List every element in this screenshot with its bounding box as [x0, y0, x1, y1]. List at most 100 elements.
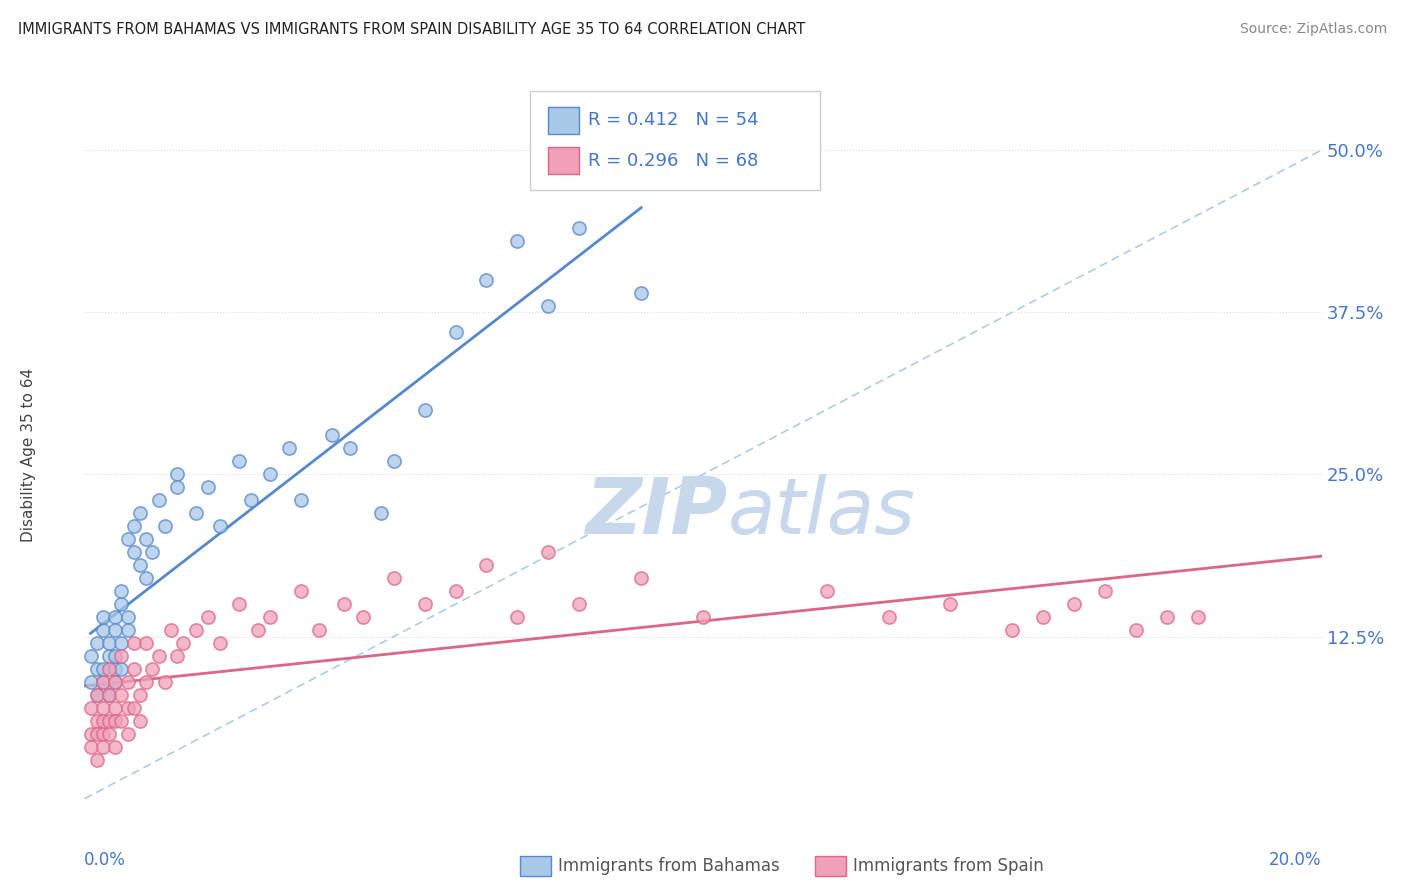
Point [86, 662, 108, 676]
Point [110, 714, 132, 728]
Point [537, 545, 560, 559]
Point [79, 739, 101, 754]
Point [1156, 610, 1178, 624]
Point [135, 675, 157, 690]
Point [630, 285, 652, 300]
Point [104, 701, 127, 715]
Point [104, 739, 127, 754]
Point [197, 610, 219, 624]
Point [141, 662, 163, 676]
Point [290, 584, 312, 599]
Point [86, 688, 108, 702]
Point [104, 675, 127, 690]
Point [91, 675, 114, 690]
Point [110, 636, 132, 650]
Point [122, 662, 145, 676]
Point [209, 519, 232, 533]
Point [104, 714, 127, 728]
Point [692, 610, 714, 624]
Point [79, 727, 101, 741]
Point [1094, 584, 1116, 599]
Point [153, 519, 176, 533]
Point [122, 636, 145, 650]
Point [122, 519, 145, 533]
Point [117, 610, 139, 624]
Point [339, 442, 361, 456]
Point [321, 428, 343, 442]
Point [1001, 623, 1024, 637]
Point [129, 506, 152, 520]
Point [86, 753, 108, 767]
Point [166, 467, 188, 482]
Point [135, 636, 157, 650]
Point [86, 714, 108, 728]
Point [413, 597, 436, 611]
Point [122, 545, 145, 559]
Point [352, 610, 374, 624]
Point [104, 675, 127, 690]
Point [91, 714, 114, 728]
Point [184, 623, 207, 637]
Point [290, 493, 312, 508]
Point [129, 558, 152, 573]
Point [630, 571, 652, 585]
Point [1032, 610, 1054, 624]
Point [91, 623, 114, 637]
Point [98, 648, 121, 663]
Point [148, 648, 170, 663]
Point [475, 558, 498, 573]
Point [129, 688, 152, 702]
Point [110, 584, 132, 599]
Point [141, 545, 163, 559]
Point [86, 688, 108, 702]
Text: 0.0%: 0.0% [84, 851, 127, 869]
Point [444, 584, 467, 599]
Point [444, 325, 467, 339]
Point [86, 727, 108, 741]
Text: Source: ZipAtlas.com: Source: ZipAtlas.com [1240, 22, 1388, 37]
Point [877, 610, 900, 624]
Point [370, 506, 392, 520]
Point [537, 299, 560, 313]
Point [382, 571, 405, 585]
Point [117, 533, 139, 547]
Point [98, 662, 121, 676]
Point [153, 675, 176, 690]
Point [104, 610, 127, 624]
Point [135, 571, 157, 585]
Point [129, 714, 152, 728]
Point [86, 636, 108, 650]
Point [259, 467, 281, 482]
Text: R = 0.296   N = 68: R = 0.296 N = 68 [588, 152, 758, 169]
Point [98, 688, 121, 702]
Point [1187, 610, 1209, 624]
Point [184, 506, 207, 520]
Text: ZIP: ZIP [585, 474, 728, 550]
Point [79, 675, 101, 690]
Point [104, 648, 127, 663]
Point [333, 597, 356, 611]
Point [506, 610, 529, 624]
Point [1063, 597, 1085, 611]
Point [91, 675, 114, 690]
Point [228, 597, 250, 611]
Point [91, 701, 114, 715]
Point [413, 402, 436, 417]
Point [172, 636, 194, 650]
Point [117, 675, 139, 690]
Text: Disability Age 35 to 64: Disability Age 35 to 64 [21, 368, 37, 542]
Point [110, 662, 132, 676]
Text: IMMIGRANTS FROM BAHAMAS VS IMMIGRANTS FROM SPAIN DISABILITY AGE 35 TO 64 CORRELA: IMMIGRANTS FROM BAHAMAS VS IMMIGRANTS FR… [18, 22, 806, 37]
Point [166, 480, 188, 494]
Point [117, 727, 139, 741]
Point [104, 662, 127, 676]
Point [308, 623, 330, 637]
Point [104, 623, 127, 637]
Point [939, 597, 962, 611]
Point [815, 584, 838, 599]
Point [110, 648, 132, 663]
Point [110, 688, 132, 702]
Point [568, 597, 591, 611]
Point [568, 220, 591, 235]
Point [228, 454, 250, 468]
